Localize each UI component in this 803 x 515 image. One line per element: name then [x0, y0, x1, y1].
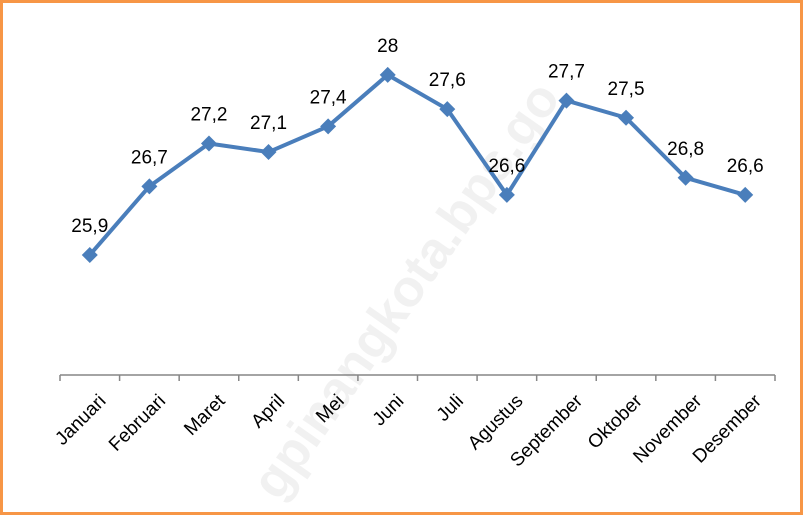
data-label: 26,7	[131, 147, 168, 168]
marker	[498, 186, 515, 203]
marker	[737, 186, 754, 203]
marker	[558, 92, 575, 109]
marker	[260, 144, 277, 161]
marker	[618, 109, 635, 126]
data-label: 25,9	[71, 216, 108, 237]
data-label: 26,8	[667, 139, 704, 160]
data-label: 27,2	[190, 104, 227, 125]
marker	[439, 101, 456, 118]
data-label: 26,6	[488, 156, 525, 177]
marker	[81, 246, 98, 263]
marker	[141, 178, 158, 195]
marker	[379, 66, 396, 83]
line	[88, 72, 746, 257]
data-label: 28	[377, 36, 398, 57]
data-label: 27,7	[548, 62, 585, 83]
data-label: 27,4	[310, 87, 347, 108]
data-label: 27,5	[608, 79, 645, 100]
data-label: 27,6	[429, 70, 466, 91]
marker	[200, 135, 217, 152]
data-label: 26,6	[727, 156, 764, 177]
marker	[677, 169, 694, 186]
data-label: 27,1	[250, 113, 287, 134]
marker	[320, 118, 337, 135]
